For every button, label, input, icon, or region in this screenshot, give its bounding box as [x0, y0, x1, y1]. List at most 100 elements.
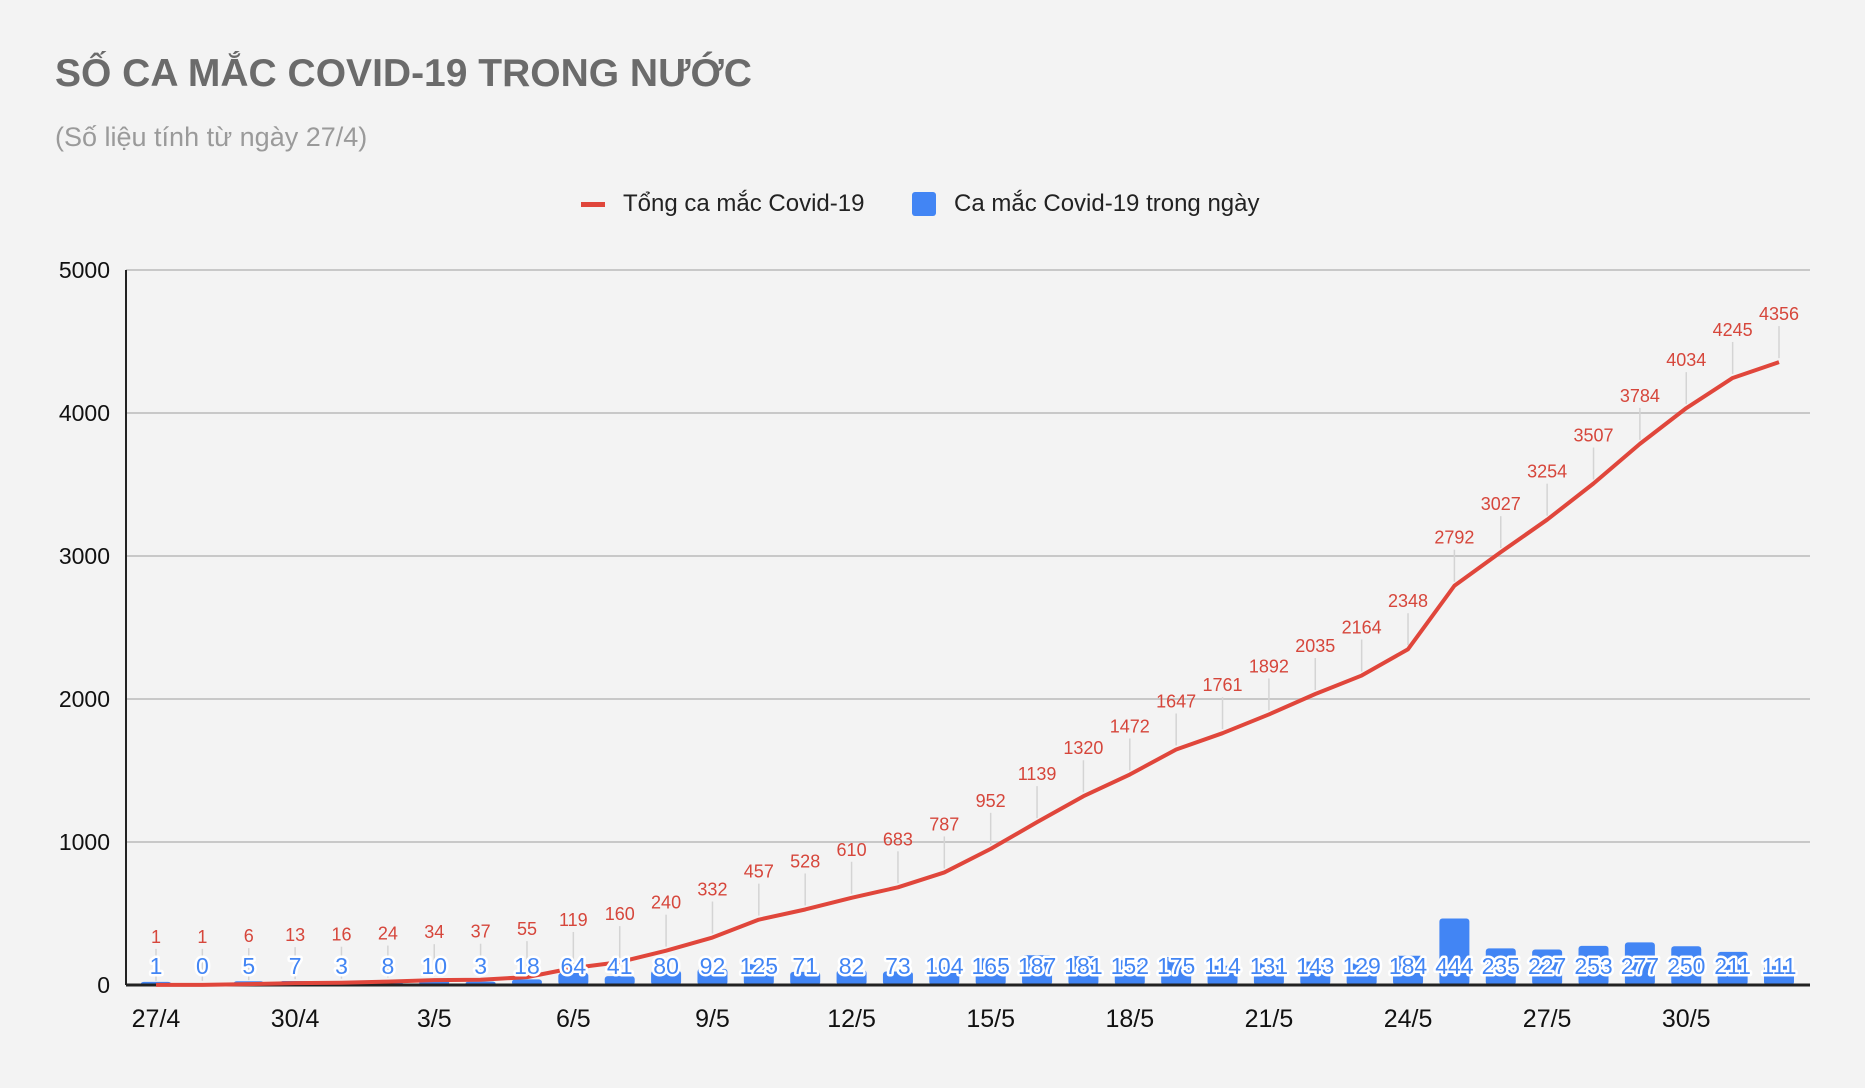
x-tick-label: 15/5	[966, 1005, 1015, 1033]
total-data-label: 787	[929, 814, 959, 834]
bar	[604, 976, 635, 985]
total-data-label: 6	[244, 926, 254, 946]
daily-data-label: 175	[1157, 953, 1195, 979]
legend-item-daily: Ca mắc Covid-19 trong ngày	[912, 190, 1259, 218]
daily-data-label: 7	[289, 953, 302, 979]
y-tick-label: 3000	[59, 543, 110, 569]
total-data-label: 2035	[1295, 636, 1335, 656]
bar	[1068, 956, 1099, 985]
total-data-label: 683	[883, 829, 913, 849]
bar	[1207, 965, 1238, 985]
bar	[1671, 946, 1702, 985]
daily-data-label: 253	[1574, 953, 1612, 979]
y-tick-label: 5000	[59, 257, 110, 283]
bar	[558, 972, 589, 985]
daily-data-label: 73	[885, 953, 911, 979]
total-data-label: 34	[424, 922, 444, 942]
chart-title: SỐ CA MẮC COVID-19 TRONG NƯỚC	[55, 52, 752, 95]
total-data-label: 3507	[1573, 425, 1613, 445]
bar	[1485, 948, 1516, 985]
total-data-label: 2792	[1434, 528, 1474, 548]
daily-data-label: 250	[1667, 953, 1705, 979]
total-data-label: 1892	[1249, 656, 1289, 676]
bar	[1253, 963, 1284, 985]
total-data-label: 160	[605, 904, 635, 924]
x-tick-label: 30/5	[1662, 1005, 1711, 1033]
total-data-label: 55	[517, 919, 537, 939]
total-data-label: 2164	[1342, 618, 1382, 638]
total-data-label: 4034	[1666, 350, 1706, 370]
daily-data-label: 3	[474, 953, 487, 979]
x-tick-label: 6/5	[556, 1005, 591, 1033]
bar	[1532, 949, 1563, 985]
total-data-label: 1139	[1018, 764, 1057, 784]
total-data-label: 528	[790, 851, 820, 871]
daily-data-label: 143	[1296, 953, 1334, 979]
bar	[1346, 963, 1377, 985]
total-data-label: 610	[837, 840, 867, 860]
daily-data-label: 114	[1204, 953, 1241, 979]
total-data-label: 4356	[1759, 304, 1799, 324]
daily-data-label: 92	[700, 953, 726, 979]
total-data-label: 1	[151, 927, 161, 947]
legend-label-total: Tổng ca mắc Covid-19	[623, 190, 865, 217]
daily-data-label: 1	[150, 953, 163, 979]
y-tick-label: 2000	[59, 686, 110, 712]
x-tick-label: 30/4	[271, 1005, 320, 1033]
legend-line-swatch	[581, 201, 605, 207]
x-tick-label: 27/4	[132, 1005, 181, 1033]
total-data-label: 3254	[1527, 462, 1567, 482]
total-data-label: 457	[744, 862, 774, 882]
daily-data-label: 129	[1342, 953, 1380, 979]
total-data-label: 3784	[1620, 386, 1660, 406]
daily-data-label: 444	[1435, 953, 1474, 979]
bar	[1578, 945, 1609, 985]
total-data-label: 1472	[1110, 717, 1150, 737]
total-data-label: 37	[471, 922, 491, 942]
bar	[743, 964, 774, 985]
daily-data-label: 18	[514, 953, 540, 979]
legend-square-swatch	[912, 192, 936, 216]
daily-data-label: 41	[607, 953, 633, 979]
total-data-label: 24	[378, 924, 398, 944]
daily-data-label: 3	[335, 953, 348, 979]
total-data-label: 332	[697, 880, 727, 900]
daily-data-label: 104	[925, 953, 964, 979]
bar	[1624, 942, 1655, 985]
daily-data-label: 8	[381, 953, 394, 979]
daily-data-label: 152	[1111, 953, 1149, 979]
daily-data-label: 64	[561, 953, 587, 979]
daily-data-label: 71	[792, 953, 818, 979]
x-tick-label: 3/5	[417, 1005, 452, 1033]
bar	[1300, 961, 1331, 985]
x-tick-label: 9/5	[695, 1005, 730, 1033]
total-data-label: 1320	[1063, 738, 1103, 758]
daily-data-label: 5	[242, 953, 255, 979]
bar	[1393, 955, 1424, 985]
daily-data-label: 165	[971, 953, 1009, 979]
bar	[975, 958, 1006, 985]
daily-data-label: 181	[1064, 953, 1102, 979]
bar	[1022, 955, 1053, 985]
x-tick-label: 27/5	[1523, 1005, 1572, 1033]
total-data-label: 2348	[1388, 591, 1428, 611]
daily-data-label: 0	[196, 953, 209, 979]
total-line	[156, 360, 1780, 987]
bar	[1764, 966, 1794, 985]
total-data-label: 4245	[1713, 320, 1753, 340]
y-tick-label: 1000	[59, 829, 110, 855]
daily-data-label: 82	[839, 953, 865, 979]
daily-data-label: 111	[1762, 953, 1797, 979]
total-data-label: 952	[976, 791, 1006, 811]
bar	[1161, 956, 1192, 985]
daily-data-label: 211	[1714, 953, 1751, 979]
total-data-label: 1761	[1203, 675, 1243, 695]
x-tick-label: 18/5	[1105, 1005, 1154, 1033]
total-data-label: 3027	[1481, 494, 1521, 514]
daily-data-label: 277	[1621, 953, 1659, 979]
total-data-label: 1647	[1156, 691, 1196, 711]
total-data-label: 16	[331, 925, 351, 945]
x-tick-label: 24/5	[1384, 1005, 1433, 1033]
total-data-label: 119	[559, 910, 588, 930]
